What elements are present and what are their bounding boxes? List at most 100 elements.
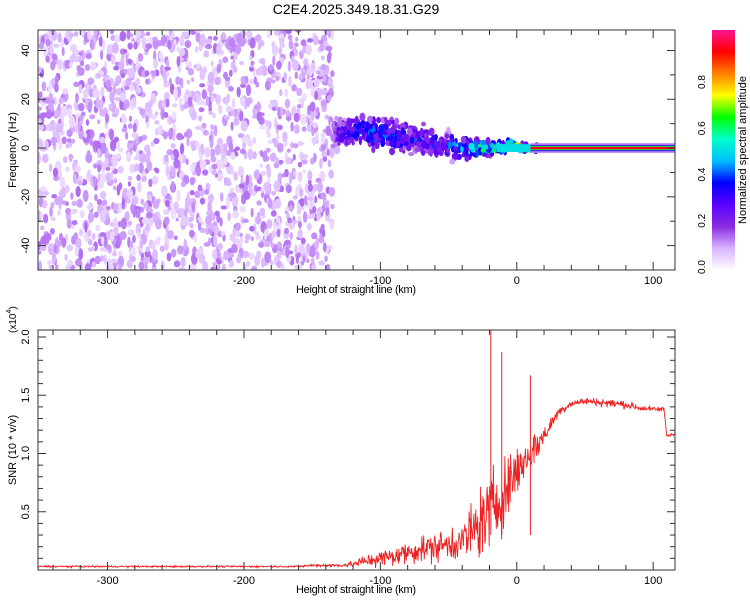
spectrogram-cell: [65, 208, 72, 215]
spectrogram-cell: [55, 237, 59, 247]
spectrogram-cell: [254, 255, 261, 267]
spectrogram-cell: [77, 55, 82, 63]
spectrogram-cell: [312, 137, 316, 146]
spectrogram-cell: [38, 260, 43, 270]
spectrogram-cell: [137, 231, 142, 239]
spectrogram-cell: [87, 212, 95, 223]
spectrogram-cell: [299, 50, 304, 60]
spectrogram-cell: [214, 76, 222, 86]
spectrogram-cell: [234, 146, 241, 151]
spectrogram-cell: [229, 233, 236, 242]
spectrogram-cell: [310, 157, 315, 165]
spectrogram-cell: [220, 231, 226, 236]
spectrogram-cell: [127, 220, 133, 226]
spectrogram-cell: [275, 216, 281, 224]
top-plot-frame: [37, 29, 676, 271]
spectrogram-cell: [73, 232, 78, 240]
spectrogram-cell: [232, 66, 238, 73]
spectrogram-cell: [396, 129, 402, 138]
spectrogram-cell: [276, 142, 284, 153]
spectrogram-cell: [57, 209, 61, 216]
spectrogram-cell: [253, 76, 258, 85]
spectrogram-cell: [41, 81, 47, 92]
spectrogram-cell: [49, 42, 53, 55]
spectrogram-cell: [43, 213, 49, 224]
spectrogram-cell: [110, 258, 118, 264]
spectrogram-cell: [387, 119, 392, 127]
spectrogram-cell: [237, 165, 245, 177]
spectrogram-cell: [180, 256, 186, 268]
spectrogram-cell: [216, 172, 224, 182]
spectrogram-cell: [54, 109, 58, 118]
spectrogram-cell: [189, 222, 194, 229]
spectrogram-cell: [305, 79, 310, 90]
spectrogram-cell: [165, 60, 170, 67]
spectrogram-cell: [38, 42, 44, 50]
spectrogram-cell: [244, 238, 249, 244]
spectrogram-cell: [480, 139, 487, 146]
spectrogram-cell: [293, 170, 297, 178]
y-multiplier-close: ): [8, 306, 19, 309]
spectrogram-cell: [242, 141, 247, 149]
spectrogram-cell: [44, 96, 50, 104]
spectrogram-cell: [273, 161, 280, 169]
spectrogram-cell: [204, 147, 211, 158]
spectrogram-cell: [74, 165, 81, 173]
spectrogram-cell: [210, 212, 216, 221]
spectrogram-cell: [376, 116, 382, 124]
spectrogram-cell: [236, 86, 241, 98]
spectrogram-cell: [112, 252, 117, 257]
spectrogram-cell: [191, 201, 196, 213]
spectrogram-cell: [259, 207, 266, 217]
spectrogram-cell: [170, 181, 175, 192]
spectrogram-cell: [316, 106, 320, 115]
spectrogram-cell: [145, 224, 151, 232]
spectrogram-cell: [367, 115, 373, 123]
spectrogram-cell: [256, 200, 262, 206]
spectrogram-cell: [108, 128, 115, 141]
spectrogram-cell: [444, 133, 449, 139]
spectrogram-cell: [350, 126, 355, 132]
spectrogram-cell: [39, 212, 43, 219]
spectrogram-cell: [297, 171, 303, 183]
spectrogram-cell: [79, 210, 85, 218]
spectrogram-cell: [374, 140, 380, 150]
spectrogram-cell: [129, 246, 137, 257]
spectrogram-cell: [120, 72, 126, 79]
spectrogram-cell: [337, 140, 341, 146]
spectrogram-cell: [164, 66, 172, 71]
spectrogram-cell: [428, 145, 433, 150]
spectrogram-cell: [138, 261, 145, 270]
spectrogram-cell: [447, 141, 453, 150]
spectrogram-cell: [180, 181, 186, 188]
spectrogram-cell: [289, 204, 293, 211]
spectrogram-cell: [152, 212, 157, 220]
spectrogram-cell: [100, 86, 105, 99]
spectrogram-cell: [354, 115, 359, 125]
spectrogram-cell: [317, 39, 324, 45]
spectrogram-cell: [256, 111, 263, 122]
spectrogram-cell: [51, 60, 56, 66]
spectrogram-cell: [59, 176, 66, 189]
spectrogram-cell: [320, 192, 327, 200]
spectrogram-cell: [261, 64, 268, 77]
spectrogram-cell: [118, 250, 123, 257]
spectrogram-cell: [176, 189, 181, 202]
spectrogram-cell: [89, 114, 96, 120]
y-tick-label: 20: [20, 93, 32, 105]
spectrogram-cell: [95, 97, 100, 109]
spectrogram-cell: [321, 151, 326, 158]
spectrogram-cell: [170, 248, 177, 258]
spectrogram-cell: [178, 77, 184, 86]
spectrogram-cell: [137, 136, 144, 143]
spectrogram-cell: [178, 266, 186, 270]
spectrogram-cell: [117, 165, 124, 174]
spectrogram-cell: [213, 35, 218, 41]
spectrogram-cell: [66, 218, 72, 229]
spectrogram-cell: [210, 155, 217, 163]
spectrogram-cell: [315, 239, 319, 250]
spectrogram-cell: [95, 224, 101, 232]
spectrogram-cell: [320, 88, 328, 96]
spectrogram-cell: [239, 110, 244, 122]
spectrogram-cell: [164, 154, 169, 163]
